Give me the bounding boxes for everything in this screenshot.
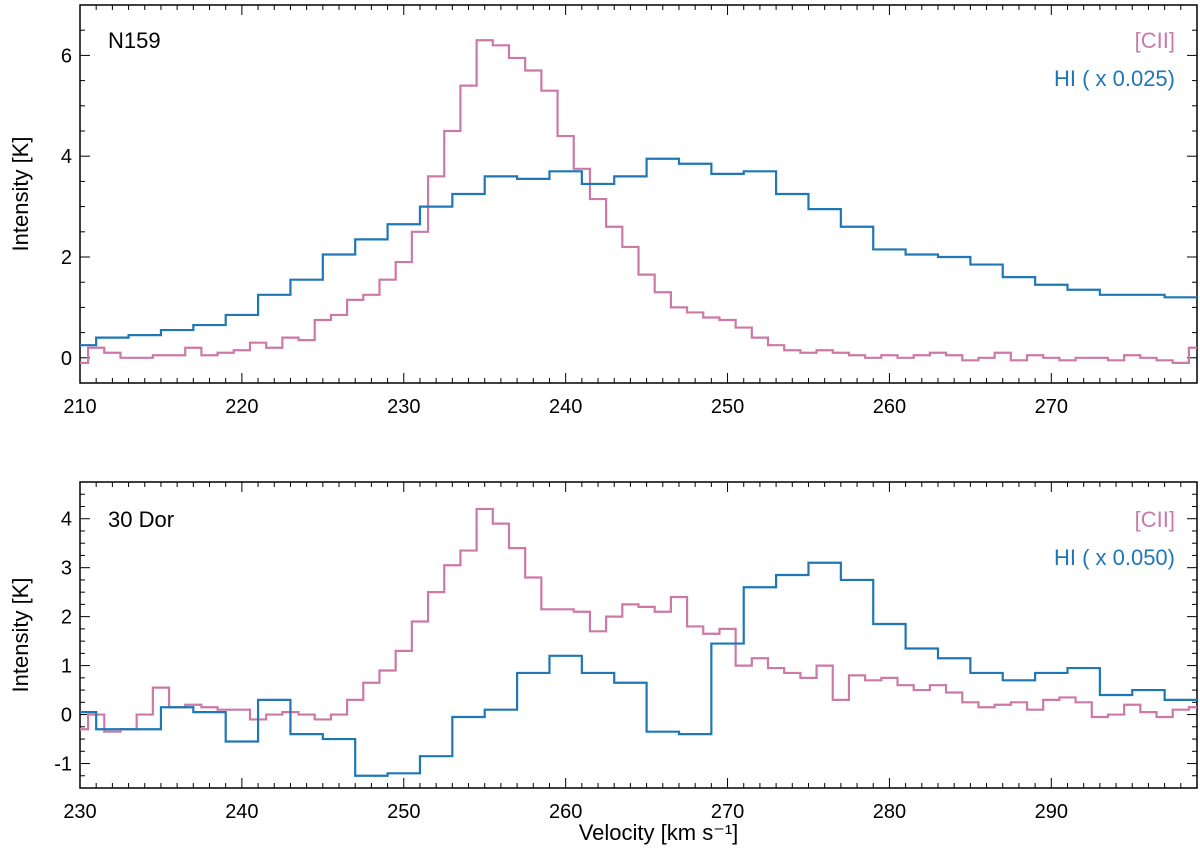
- x-axis-label: Velocity [km s⁻¹]: [579, 820, 739, 845]
- legend-entry-cii: [CII]: [1135, 507, 1175, 532]
- x-tick-label: 260: [549, 801, 582, 823]
- panel-title: N159: [108, 28, 161, 53]
- series-line-cii: [80, 39, 1197, 364]
- y-tick-label: 0: [61, 348, 72, 370]
- x-tick-label: 220: [225, 396, 258, 418]
- series-line-cii: [80, 507, 1197, 733]
- x-tick-label: 240: [549, 396, 582, 418]
- y-tick-label: 4: [61, 146, 72, 168]
- x-tick-label: 290: [1035, 801, 1068, 823]
- y-tick-label: 1: [61, 656, 72, 678]
- y-tick-label: 2: [61, 607, 72, 629]
- panel-title: 30 Dor: [108, 507, 174, 532]
- x-tick-label: 260: [873, 396, 906, 418]
- x-tick-label: 270: [711, 801, 744, 823]
- x-tick-label: 230: [63, 801, 96, 823]
- x-tick-label: 210: [63, 396, 96, 418]
- series-line-hi: [80, 561, 1197, 777]
- x-tick-label: 240: [225, 801, 258, 823]
- legend-entry-hi: HI ( x 0.050): [1054, 545, 1175, 570]
- y-axis-label: Intensity [K]: [8, 578, 33, 693]
- y-tick-label: 2: [61, 247, 72, 269]
- x-tick-label: 250: [387, 801, 420, 823]
- x-tick-label: 280: [873, 801, 906, 823]
- legend-entry-hi: HI ( x 0.025): [1054, 66, 1175, 91]
- x-tick-label: 270: [1035, 396, 1068, 418]
- panel-1: 210 220 230 240 250 260 270 0 2 4 6 Intensity [K] N1…: [8, 4, 1198, 418]
- series-line-hi: [80, 157, 1197, 347]
- y-axis-label: Intensity [K]: [8, 137, 33, 252]
- y-tick-label: 6: [61, 45, 72, 67]
- y-tick-label: 4: [61, 509, 72, 531]
- plot-frame: [79, 481, 1198, 789]
- legend-entry-cii: [CII]: [1135, 28, 1175, 53]
- y-tick-label: -1: [54, 754, 72, 776]
- x-tick-label: 230: [387, 396, 420, 418]
- y-tick-label: 0: [61, 705, 72, 727]
- panel-2: 230 240 250 260 270 280 290 -1 0 1 2 3 4 Intensity [K…: [8, 481, 1198, 845]
- plot-frame: [79, 4, 1198, 384]
- y-tick-label: 3: [61, 558, 72, 580]
- x-tick-label: 250: [711, 396, 744, 418]
